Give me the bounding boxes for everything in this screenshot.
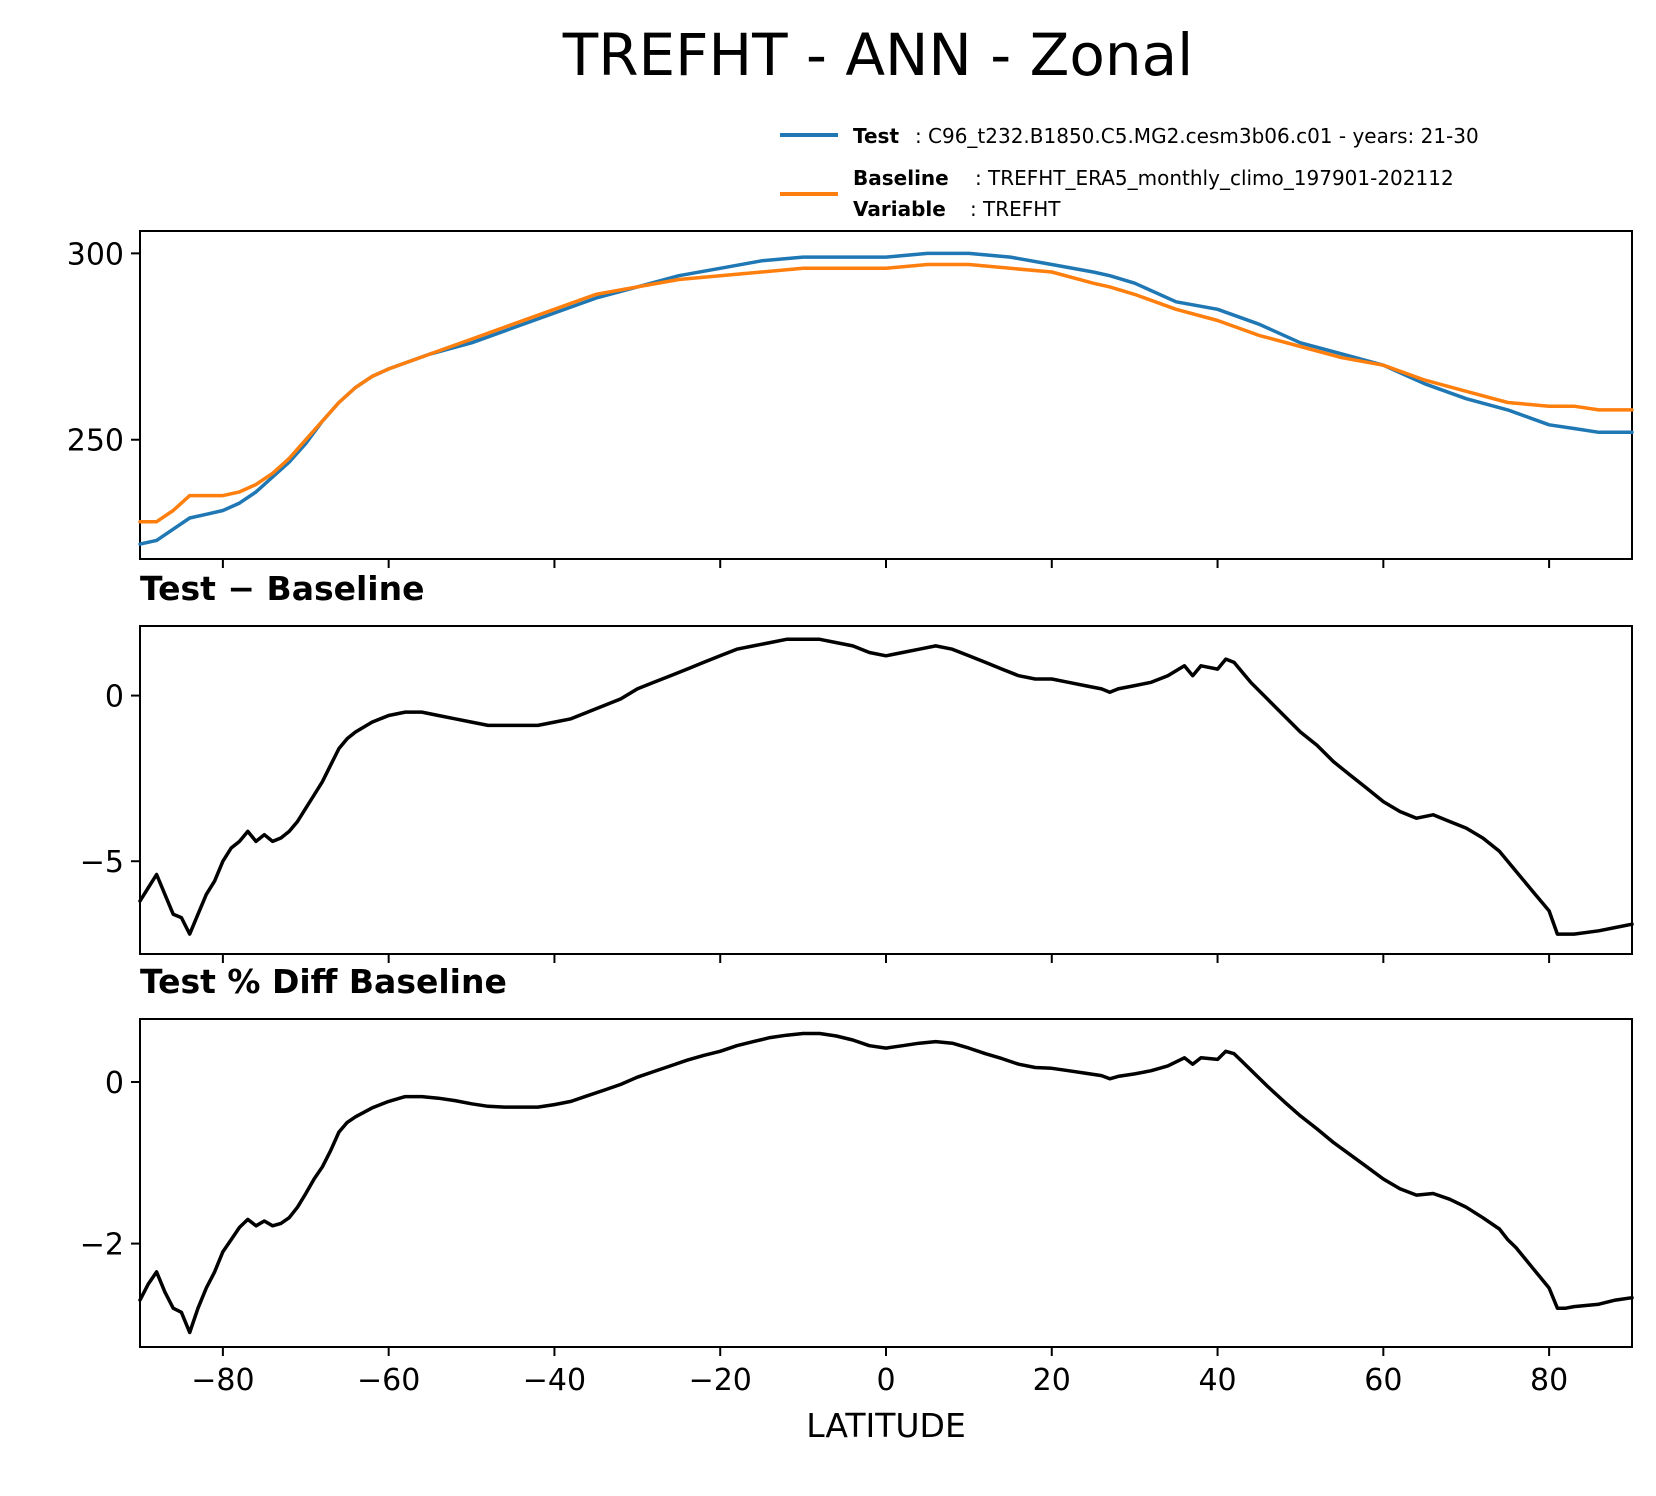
- x-axis: [221, 559, 1551, 568]
- panel-difference: −5 0: [80, 625, 1634, 963]
- legend-variable-text: TREFHT: [982, 197, 1061, 221]
- y-tick-label: 300: [67, 237, 124, 272]
- panel-percent-diff-title: Test % Diff Baseline: [140, 962, 507, 1001]
- x-tick-label: 0: [876, 1363, 895, 1398]
- x-tick-label: 40: [1198, 1363, 1236, 1398]
- x-tick-label: −20: [689, 1363, 752, 1398]
- series-line-line-0: [138, 637, 1634, 936]
- legend-variable-colon: :: [970, 197, 977, 221]
- legend: Test : C96_t232.B1850.C5.MG2.cesm3b06.c0…: [780, 124, 1479, 221]
- x-tick-label: −80: [191, 1363, 254, 1398]
- legend-baseline-colon: :: [975, 166, 982, 190]
- x-tick-label: −60: [357, 1363, 420, 1398]
- x-tick-label: −40: [523, 1363, 586, 1398]
- legend-test-colon: :: [915, 124, 922, 148]
- panel-percent-diff: −2 0 −80 −60 −40 −20 0 20 40 60 80: [80, 1018, 1634, 1398]
- figure-title: TREFHT - ANN - Zonal: [562, 21, 1193, 89]
- legend-baseline-text: TREFHT_ERA5_monthly_climo_197901-202112: [987, 166, 1454, 190]
- y-tick-label: 250: [67, 424, 124, 459]
- legend-baseline-label: Baseline: [853, 166, 949, 190]
- legend-test-text: C96_t232.B1850.C5.MG2.cesm3b06.c01 - yea…: [928, 124, 1479, 148]
- x-tick-label: 80: [1530, 1363, 1568, 1398]
- y-tick-label: −2: [80, 1228, 124, 1263]
- y-tick-label: −5: [80, 845, 124, 880]
- series-layer: [138, 1031, 1634, 1335]
- series-line-test: [138, 251, 1634, 546]
- legend-test-label: Test: [853, 124, 899, 148]
- legend-variable-label: Variable: [853, 197, 946, 221]
- x-axis: [221, 954, 1551, 963]
- y-tick-label: 0: [105, 1066, 124, 1101]
- series-layer: [138, 251, 1634, 546]
- x-tick-label: 20: [1033, 1363, 1071, 1398]
- y-axis: −5 0: [80, 680, 140, 880]
- panel-zonal-mean: 250 300: [67, 230, 1634, 568]
- series-line-baseline: [138, 262, 1634, 524]
- panel-difference-title: Test − Baseline: [140, 569, 425, 608]
- x-axis-label: LATITUDE: [806, 1406, 966, 1445]
- series-layer: [138, 637, 1634, 936]
- y-axis: 250 300: [67, 237, 140, 459]
- y-tick-label: 0: [105, 680, 124, 715]
- x-axis: −80 −60 −40 −20 0 20 40 60 80: [191, 1347, 1568, 1398]
- series-line-line-0: [138, 1031, 1634, 1335]
- y-axis: −2 0: [80, 1066, 140, 1263]
- x-tick-label: 60: [1364, 1363, 1402, 1398]
